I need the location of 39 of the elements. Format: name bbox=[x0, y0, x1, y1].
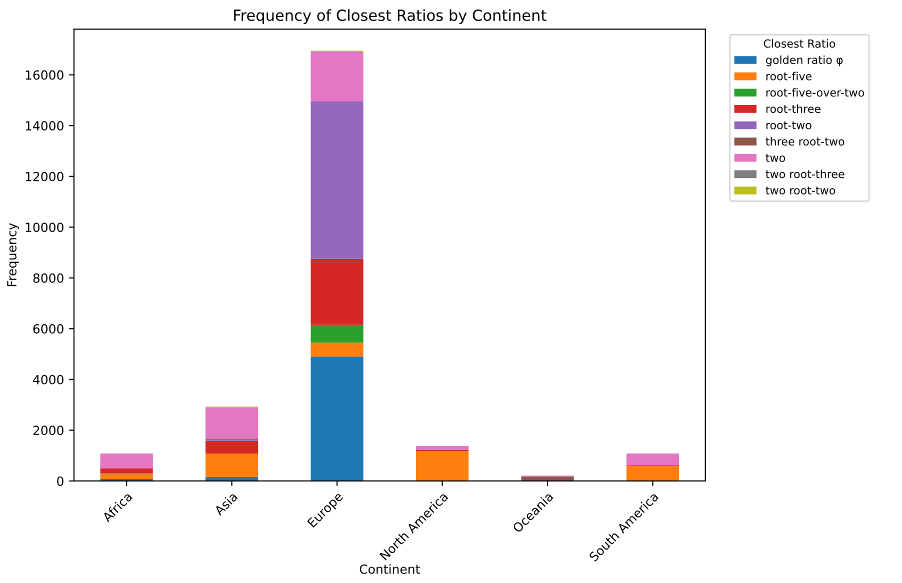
bar bbox=[416, 451, 469, 481]
bar bbox=[206, 407, 258, 439]
legend-title: Closest Ratio bbox=[764, 39, 836, 48]
y-tick-label: 16000 bbox=[26, 70, 64, 80]
legend-label: root-five bbox=[766, 72, 812, 80]
legend-label: root-five-over-two bbox=[766, 88, 864, 97]
bar bbox=[206, 454, 258, 477]
x-axis-title: Continent bbox=[360, 564, 420, 574]
y-tick-label: 6000 bbox=[33, 324, 64, 334]
bar bbox=[626, 454, 680, 466]
legend-label: two root-three bbox=[766, 170, 844, 178]
legend-label: root-two bbox=[766, 121, 812, 130]
legend-label: three root-two bbox=[766, 137, 844, 146]
bar bbox=[626, 466, 680, 481]
bar bbox=[100, 473, 153, 479]
bar bbox=[310, 52, 364, 102]
bar bbox=[206, 440, 258, 454]
bar bbox=[100, 454, 153, 469]
bar bbox=[310, 258, 364, 325]
bar bbox=[521, 476, 574, 480]
y-tick-label: 10000 bbox=[26, 222, 64, 232]
legend-label: two bbox=[766, 154, 786, 162]
chart-title: Frequency of Closest Ratios by Continent bbox=[234, 9, 546, 24]
y-tick-label: 14000 bbox=[26, 121, 64, 131]
y-tick-label: 4000 bbox=[33, 374, 64, 384]
bar bbox=[100, 468, 153, 474]
y-tick-label: 0 bbox=[57, 476, 64, 486]
bar bbox=[310, 101, 364, 259]
bar bbox=[310, 356, 364, 481]
y-tick-label: 8000 bbox=[33, 273, 64, 283]
legend-label: golden ratio φ bbox=[766, 55, 843, 66]
bar bbox=[310, 324, 364, 343]
legend-label: two root-two bbox=[766, 186, 836, 195]
y-tick-label: 12000 bbox=[26, 172, 64, 182]
legend-label: root-three bbox=[766, 104, 820, 113]
bar bbox=[310, 342, 364, 357]
y-tick-label: 2000 bbox=[33, 426, 64, 436]
bar bbox=[416, 446, 469, 450]
y-axis-title: Frequency bbox=[7, 223, 19, 286]
